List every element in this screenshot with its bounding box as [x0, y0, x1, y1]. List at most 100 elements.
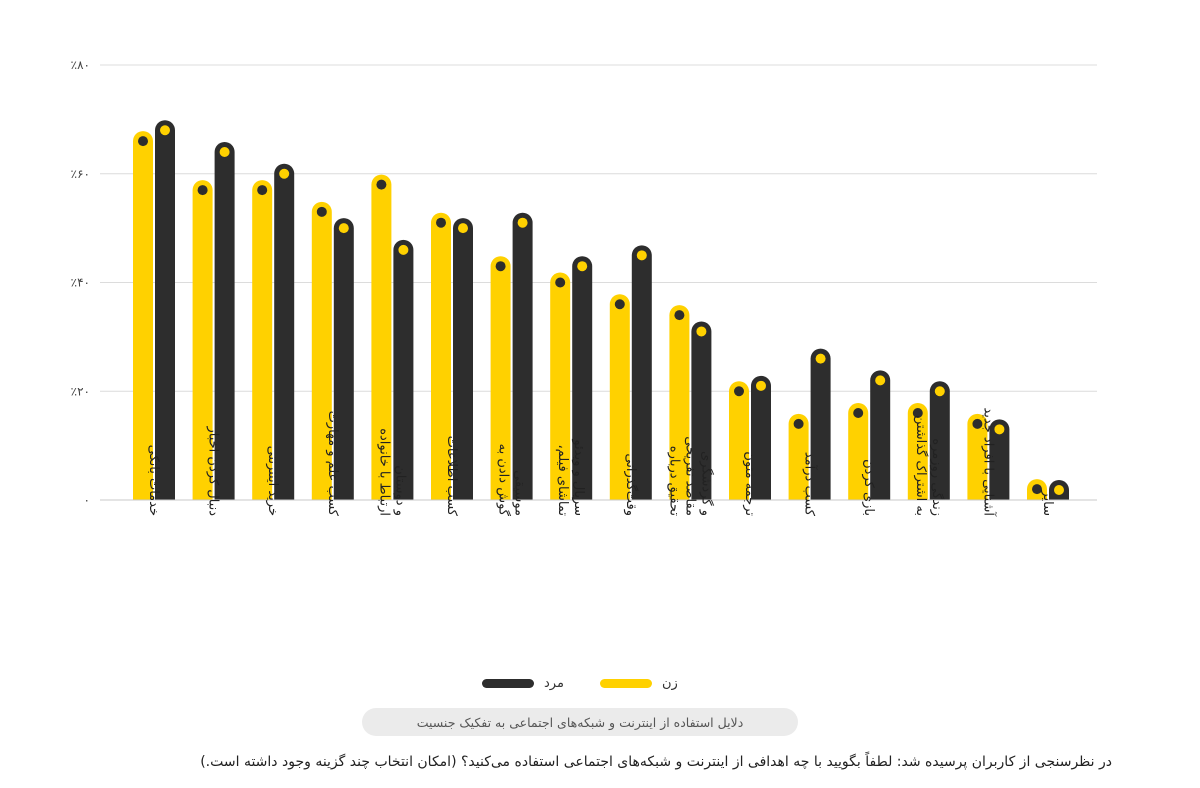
bar-body [929, 381, 950, 510]
bar-women [252, 180, 273, 510]
x-tick-label-line: دنبال کردن اخبار [206, 425, 221, 516]
x-axis-labels: خدمات بانکی دنبال کردن اخبار خرید اینترنتی… [146, 407, 1055, 517]
bar-men [691, 321, 712, 510]
bar-value-dot [160, 125, 170, 136]
baseline-mask [487, 500, 536, 515]
bar-body [155, 120, 175, 510]
bar-body [691, 321, 712, 510]
x-tick-label-line: ترجمه متون [742, 451, 757, 516]
x-tick-label: وقت‌گذرانی [623, 453, 639, 516]
bar-body [393, 239, 414, 510]
y-tick-label: ۰ [84, 493, 90, 507]
bar-body [431, 212, 451, 510]
bar-value-dot [495, 261, 506, 272]
baseline-mask [368, 500, 417, 515]
bars [100, 120, 1097, 515]
y-tick-label: ٪۶۰ [71, 167, 90, 181]
y-tick-label: ٪۴۰ [71, 276, 90, 290]
bar-value-dot [734, 386, 744, 397]
bar-value-dot [219, 147, 230, 157]
bar-value-dot [614, 299, 625, 310]
bar-body [989, 419, 1010, 510]
baseline-mask [130, 500, 178, 515]
x-tick-label-line: بازی کردن [861, 459, 876, 516]
bar-men [155, 120, 175, 510]
baseline-mask [308, 500, 357, 515]
bar-body [214, 142, 235, 510]
bar-value-dot [934, 386, 945, 397]
legend-label-women: زن [662, 675, 678, 691]
bar-value-dot [793, 418, 804, 429]
y-tick-label: ٪۲۰ [71, 384, 90, 398]
bar-value-dot [696, 326, 707, 337]
x-tick-label-line: کسب اطلاعات [444, 436, 459, 517]
bar-men [870, 370, 891, 510]
x-tick-label-line: مقاصد تفریحی [682, 436, 697, 516]
bar-value-dot [994, 424, 1005, 435]
bar-value-dot [376, 179, 387, 190]
x-tick-label-line: کسب درآمد [802, 452, 819, 517]
baseline-mask [726, 500, 774, 515]
bar-value-dot [756, 380, 766, 391]
bar-body [729, 381, 749, 510]
y-axis-ticks: ۰ ٪۲۰ ٪۴۰ ٪۶۰ ٪۸۰ [71, 58, 90, 507]
bar-men [572, 256, 593, 510]
bar-women [550, 272, 571, 510]
bar-value-dot [815, 353, 826, 364]
bar-body [788, 413, 809, 510]
bar-body [333, 218, 354, 510]
x-tick-label: گوش دادن به موسیقی [496, 444, 527, 517]
x-tick-label-line: موسیقی [512, 470, 527, 516]
legend-item-women: زن [600, 672, 678, 694]
x-tick-label-line: زندگی روزمره [929, 438, 945, 516]
bar-value-dot [674, 310, 685, 321]
x-tick-label: ترجمه متون [742, 451, 757, 516]
x-tick-label: دنبال کردن اخبار [206, 425, 221, 516]
x-tick-label: بازی کردن [861, 459, 876, 516]
baseline-mask [249, 500, 298, 515]
bar-body [550, 272, 571, 510]
x-tick-label: ارتباط با خانواده و دوستان [376, 428, 407, 516]
x-tick-label: خدمات بانکی [146, 445, 161, 516]
x-tick-label-line: گوش دادن به [496, 444, 512, 517]
x-tick-label-line: آشنایی با افراد جدید [980, 407, 997, 517]
baseline-mask [666, 500, 715, 515]
legend-swatch-women [600, 678, 652, 688]
bar-women [609, 294, 630, 510]
y-tick-label: ٪۸۰ [71, 58, 90, 72]
bar-value-dot [853, 408, 864, 418]
bar-women [311, 201, 332, 510]
x-tick-label-line: تماشای فیلم، [555, 444, 570, 516]
x-tick-label-line: به اشتراک گذاشتن [913, 415, 929, 516]
baseline-mask [785, 500, 834, 515]
baseline-mask [1024, 500, 1072, 515]
bar-men [751, 375, 771, 510]
bar-women [133, 131, 153, 510]
x-tick-label-line: خرید اینترنتی [265, 446, 280, 516]
bar-men [929, 381, 950, 510]
bar-women [371, 174, 392, 510]
baseline-mask [428, 500, 476, 515]
bar-body [967, 413, 988, 510]
bar-women [967, 413, 988, 510]
bar-body [848, 403, 869, 510]
bar-body [490, 256, 511, 510]
bar-body [512, 212, 533, 510]
baseline-mask [845, 500, 894, 515]
bar-body [669, 305, 690, 510]
bar-body [311, 201, 332, 510]
bar-men [453, 218, 473, 510]
bar-body [907, 403, 928, 510]
bar-body [810, 348, 831, 510]
x-tick-label: کسب علم و مهارت [325, 411, 340, 517]
bar-value-dot [138, 136, 148, 147]
baseline-mask [904, 500, 953, 515]
bar-men [214, 142, 235, 510]
bar-value-dot [875, 375, 886, 386]
x-tick-label-line: و دوستان [392, 465, 407, 516]
x-tick-label-line: کسب علم و مهارت [325, 411, 340, 517]
bar-value-dot [257, 185, 268, 196]
bar-value-dot [1054, 485, 1064, 495]
x-tick-label-line: خدمات بانکی [146, 445, 161, 516]
bar-men [333, 218, 354, 510]
